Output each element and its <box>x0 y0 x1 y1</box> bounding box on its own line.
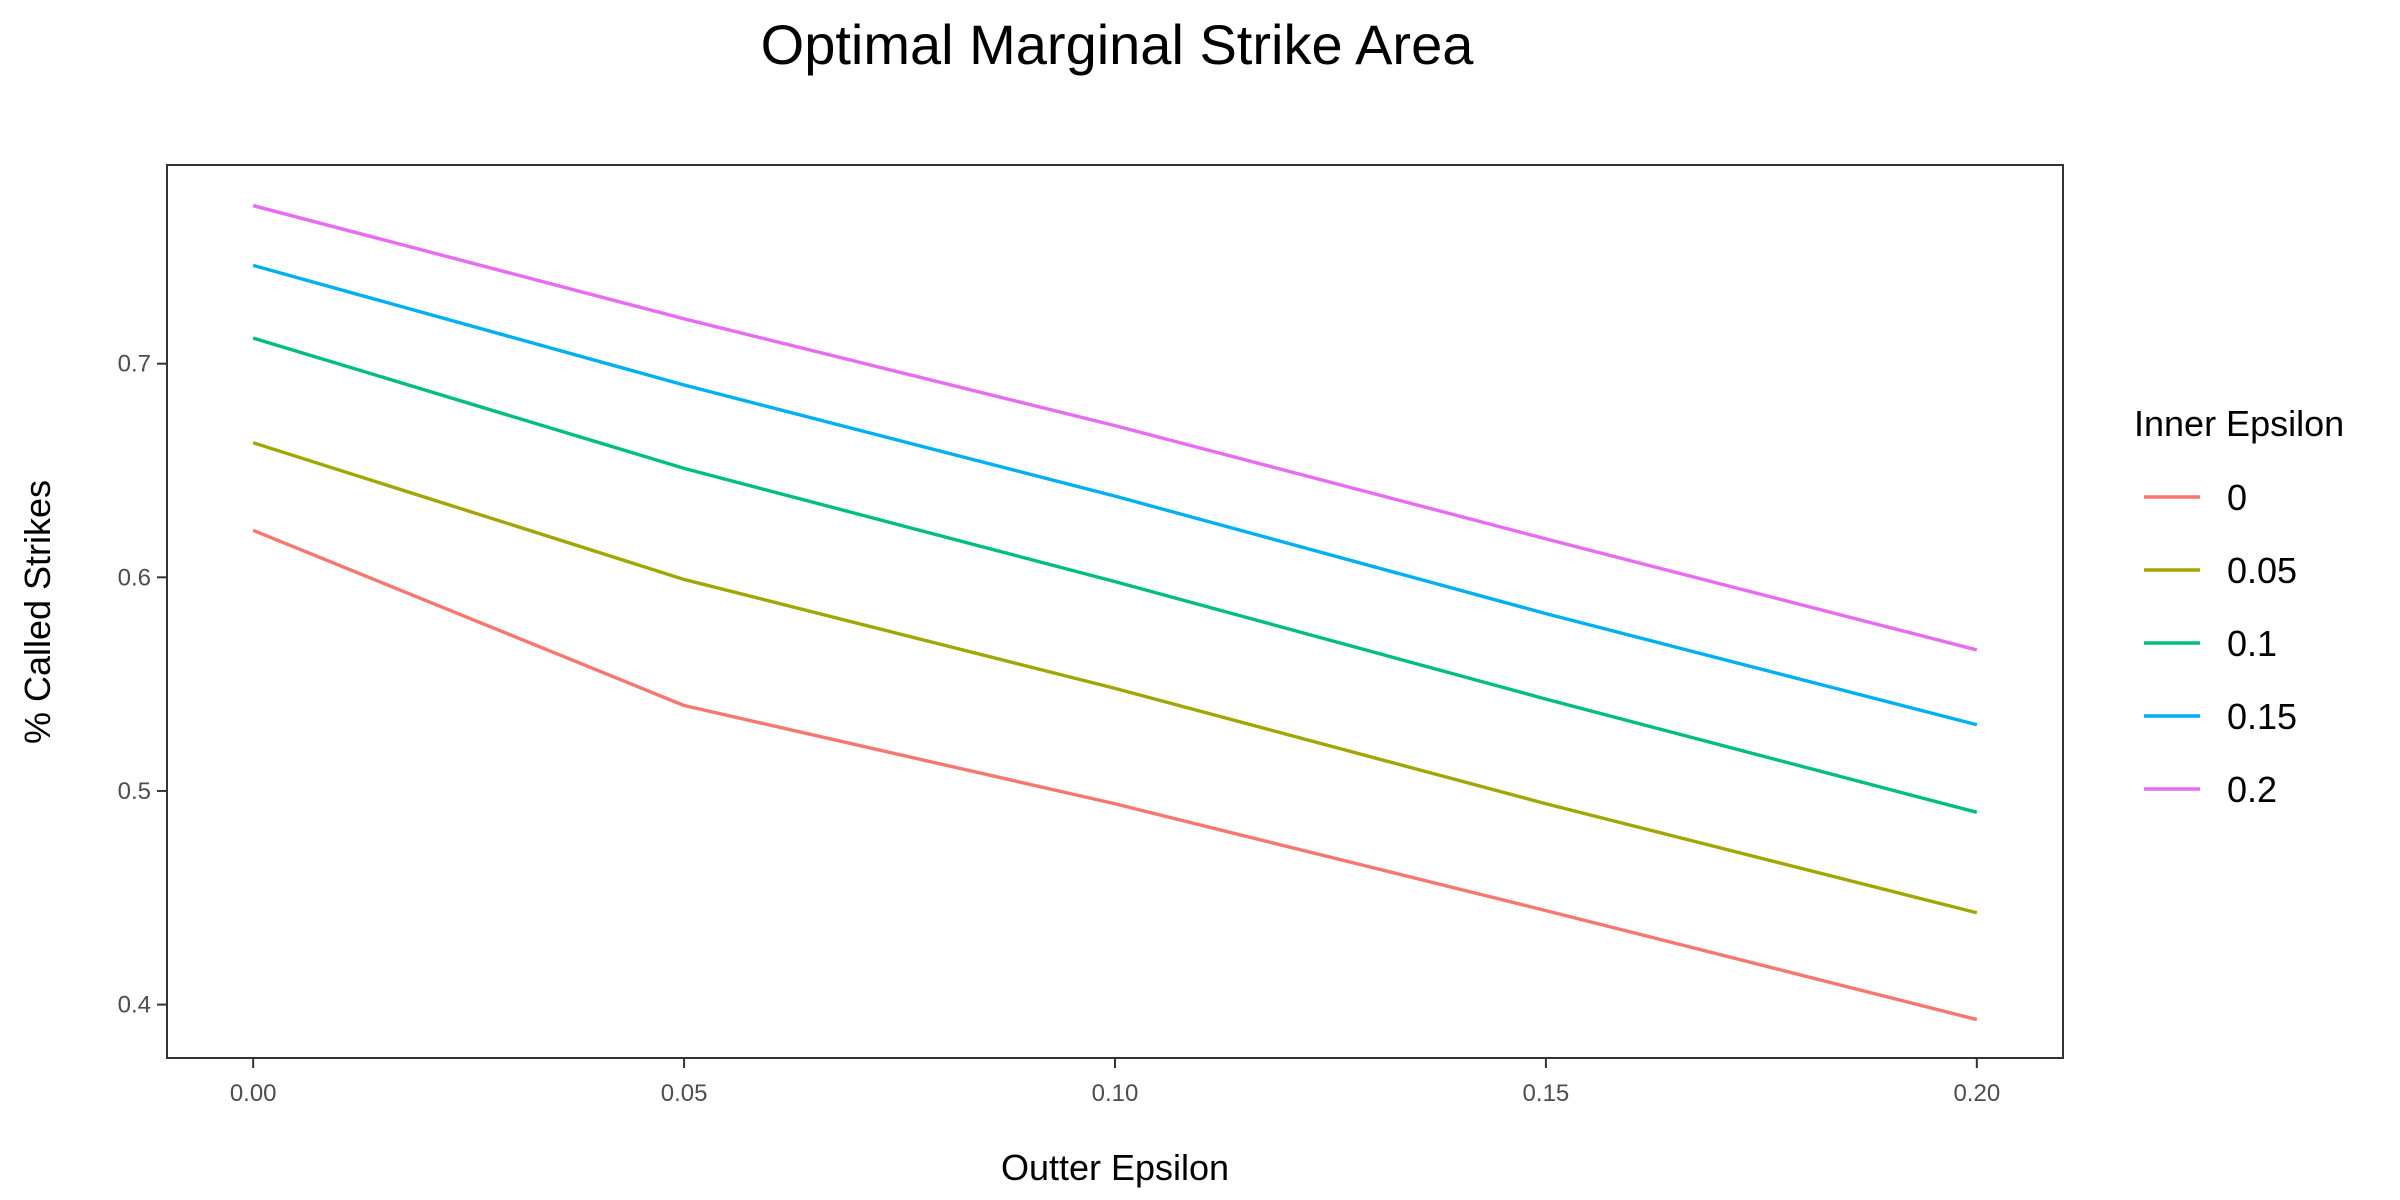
series-line-2 <box>252 336 1978 814</box>
x-tick-label: 0.20 <box>1953 1080 2000 1107</box>
x-axis: 0.00 0.05 0.10 0.15 0.20 <box>230 1058 2000 1107</box>
series-line-1 <box>252 441 1978 915</box>
x-tick-label: 0.15 <box>1523 1080 1570 1107</box>
legend-label: 0.05 <box>2227 550 2297 591</box>
plot-panel <box>166 164 2064 1059</box>
y-axis: 0.4 0.5 0.6 0.7 <box>118 351 167 1019</box>
legend-label: 0.15 <box>2227 696 2297 737</box>
legend-label: 0.1 <box>2227 623 2277 664</box>
legend-label: 0.2 <box>2227 769 2277 810</box>
legend: Inner Epsilon 0 0.05 0.1 0.15 0.2 <box>2134 403 2344 810</box>
chart-title: Optimal Marginal Strike Area <box>761 13 1475 76</box>
legend-label: 0 <box>2227 477 2247 518</box>
y-tick-label: 0.5 <box>118 778 151 805</box>
x-tick-label: 0.00 <box>230 1080 277 1107</box>
legend-title: Inner Epsilon <box>2134 403 2344 444</box>
x-tick-label: 0.05 <box>661 1080 708 1107</box>
y-tick-label: 0.6 <box>118 564 151 591</box>
series-lines <box>252 203 1978 1022</box>
series-line-0 <box>252 528 1978 1022</box>
y-axis-title: % Called Strikes <box>17 480 58 744</box>
series-line-4 <box>252 203 1978 652</box>
legend-items: 0 0.05 0.1 0.15 0.2 <box>2144 477 2297 810</box>
y-tick-label: 0.4 <box>118 992 151 1019</box>
y-tick-label: 0.7 <box>118 351 151 378</box>
x-tick-label: 0.10 <box>1092 1080 1139 1107</box>
x-axis-title: Outter Epsilon <box>1001 1147 1229 1188</box>
series-line-3 <box>252 263 1978 727</box>
